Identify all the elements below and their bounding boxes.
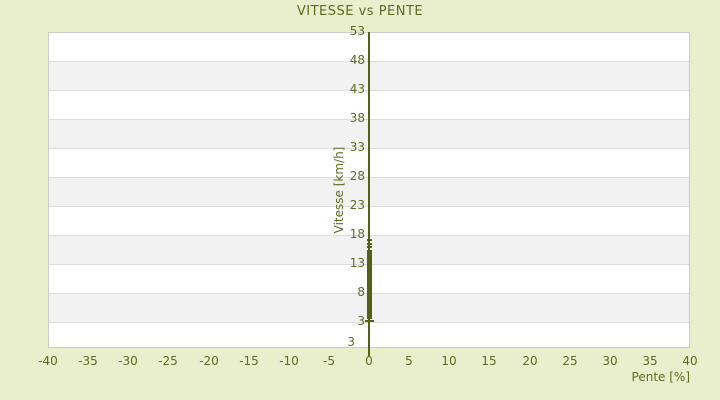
data-point [367, 239, 372, 241]
data-point [367, 298, 372, 300]
x-axis-title: Pente [%] [631, 370, 690, 384]
y-axis-title: Vitesse [km/h] [332, 146, 346, 234]
x-tick-label: -40 [38, 354, 58, 368]
data-point [367, 300, 372, 302]
data-point [367, 281, 372, 283]
y-tick-label: 13 [349, 256, 365, 270]
y-tick-label: 53 [349, 24, 365, 38]
data-point [367, 270, 372, 272]
y-tick-label: 38 [349, 111, 365, 125]
data-point [367, 288, 372, 290]
data-point [367, 305, 372, 307]
data-point [367, 307, 372, 309]
y-tick-label: 43 [349, 82, 365, 96]
x-tick-label: -15 [239, 354, 259, 368]
x-tick-label: 40 [682, 354, 698, 368]
x-tick-label: -5 [323, 354, 335, 368]
x-tick-label: 5 [405, 354, 413, 368]
data-point [367, 277, 372, 279]
data-point [367, 302, 372, 304]
x-tick-label: 25 [562, 354, 578, 368]
x-tick-label: -25 [158, 354, 178, 368]
x-tick-label: 20 [522, 354, 538, 368]
data-point [367, 284, 372, 286]
data-point [367, 243, 372, 245]
data-point [367, 255, 372, 257]
data-point [367, 258, 372, 260]
x-tick-label: -35 [78, 354, 98, 368]
x-tick-label: 10 [441, 354, 457, 368]
data-point [367, 260, 372, 262]
x-tick-label: 35 [642, 354, 658, 368]
y-tick-label: 48 [349, 53, 365, 67]
data-point [367, 274, 372, 276]
y-axis-line [368, 32, 370, 356]
data-point [367, 253, 372, 255]
x-tick-label: -10 [279, 354, 299, 368]
data-point [367, 295, 372, 297]
data-point [367, 272, 372, 274]
data-point [367, 291, 372, 293]
data-point [367, 293, 372, 295]
data-point [367, 267, 372, 269]
data-point [367, 251, 372, 253]
data-point [367, 312, 372, 314]
y-tick-label: 28 [349, 169, 365, 183]
x-tick-label: -30 [118, 354, 138, 368]
data-point [367, 265, 372, 267]
data-point [369, 320, 374, 322]
x-tick-label: 15 [481, 354, 497, 368]
y-tick-label: 8 [357, 285, 365, 299]
chart-title: VITESSE vs PENTE [296, 4, 424, 19]
x-tick-label: 30 [602, 354, 618, 368]
y-tick-label: 3 [357, 314, 365, 328]
data-point [367, 262, 372, 264]
y-tick-label: 18 [349, 227, 365, 241]
data-point [367, 310, 372, 312]
data-point [367, 246, 372, 248]
data-point [367, 317, 372, 319]
y-tick-label: 23 [349, 198, 365, 212]
y-axis-min-label: 3 [347, 335, 355, 349]
y-tick-label: 33 [349, 140, 365, 154]
data-point [367, 314, 372, 316]
data-point [367, 279, 372, 281]
x-tick-label: 0 [365, 354, 373, 368]
data-point [367, 286, 372, 288]
x-tick-label: -20 [199, 354, 219, 368]
